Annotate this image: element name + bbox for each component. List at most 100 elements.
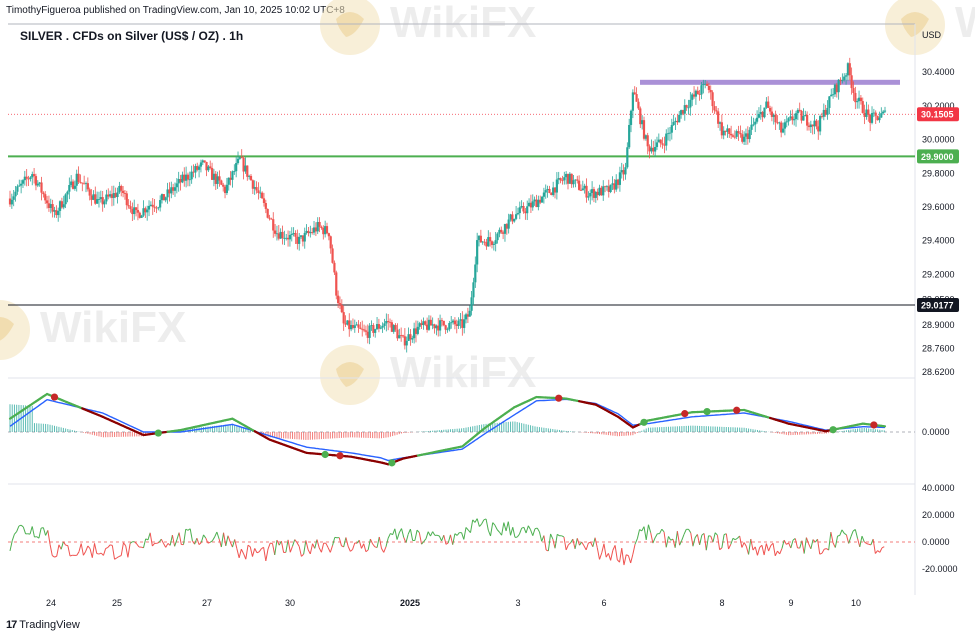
time-tick-label: 30 xyxy=(285,598,295,608)
candle-body xyxy=(361,328,364,330)
candle-body xyxy=(546,188,549,191)
oscillator-segment xyxy=(828,532,832,551)
oscillator-segment xyxy=(223,532,227,546)
candle-body xyxy=(654,146,657,152)
candle-body xyxy=(55,210,58,216)
candle-body xyxy=(791,116,794,121)
candle-body xyxy=(817,126,820,132)
oscillator-segment xyxy=(588,541,591,544)
candle-body xyxy=(765,101,768,108)
oscillator-segment xyxy=(363,543,367,552)
candle-body xyxy=(294,232,297,237)
macd-crossover-dot xyxy=(733,406,741,414)
oscillator-segment xyxy=(765,543,770,552)
candle-body xyxy=(681,110,685,114)
candle-body xyxy=(222,184,225,187)
oscillator-segment xyxy=(623,554,627,566)
candle-body xyxy=(188,179,191,181)
candle-body xyxy=(84,183,88,184)
horizontal-levels[interactable] xyxy=(8,79,915,306)
oscillator-segment xyxy=(610,550,614,561)
candle-body xyxy=(828,96,831,108)
oscillator-segment xyxy=(777,550,781,555)
macd-pane xyxy=(8,392,915,467)
symbol-title[interactable]: SILVER . CFDs on Silver (US$ / OZ) . 1h xyxy=(20,29,244,43)
candle-body xyxy=(446,329,449,331)
oscillator-segment xyxy=(227,535,231,543)
oscillator-segment xyxy=(854,529,859,539)
candle-body xyxy=(262,198,266,204)
oscillator-segment xyxy=(42,527,47,536)
candle-body xyxy=(819,116,822,132)
candle-body xyxy=(259,192,262,194)
candle-body xyxy=(646,135,649,147)
macd-crossover-dot xyxy=(50,393,59,401)
candle-body xyxy=(166,189,169,198)
candle-body xyxy=(60,201,64,208)
candle-body xyxy=(125,193,128,206)
candle-body xyxy=(661,143,664,145)
candle-body xyxy=(483,241,486,243)
oscillator-segment xyxy=(601,543,605,554)
oscillator-segment xyxy=(85,545,89,552)
candle-body xyxy=(296,236,299,244)
candle-body xyxy=(639,108,642,125)
oscillator-segment xyxy=(661,528,665,533)
oscillator-segment xyxy=(274,540,278,555)
candle-body xyxy=(407,334,410,341)
candle-body xyxy=(759,111,762,115)
candle-body xyxy=(848,63,851,76)
oscillator-segment xyxy=(679,539,683,546)
oscillator-segment xyxy=(654,533,658,538)
candle-body xyxy=(14,191,17,197)
footer-brand[interactable]: 17 TradingView xyxy=(6,619,80,631)
candle-body xyxy=(529,202,533,208)
oscillator-segment xyxy=(748,538,752,555)
candle-body xyxy=(464,314,468,320)
oscillator-segment xyxy=(801,540,805,554)
oscillator-segment xyxy=(863,541,867,544)
oscillator-segment xyxy=(810,539,814,549)
candle-body xyxy=(592,189,596,198)
oscillator-segment xyxy=(845,534,850,544)
oscillator-segment xyxy=(62,541,67,546)
candle-body xyxy=(185,174,188,181)
candle-body xyxy=(427,319,431,330)
candle-body xyxy=(351,325,355,328)
oscillator-segment xyxy=(607,553,612,561)
candle-body xyxy=(36,183,39,186)
candle-body xyxy=(329,236,332,249)
oscillator-segment xyxy=(365,549,369,553)
oscillator-segment xyxy=(49,544,53,556)
candle-body xyxy=(375,324,379,330)
price-tick-label: 29.2000 xyxy=(922,269,955,279)
candle-body xyxy=(47,203,51,208)
oscillator-segment xyxy=(183,529,187,545)
candle-body xyxy=(748,129,751,140)
price-tick-label: 28.6200 xyxy=(922,367,955,377)
candle-body xyxy=(140,215,143,218)
candle-body xyxy=(563,177,566,181)
oscillator-segment xyxy=(594,537,598,548)
candle-body xyxy=(325,226,329,234)
candle-body xyxy=(38,182,41,184)
oscillator-segment xyxy=(703,533,707,551)
macd-crossover-dot xyxy=(388,459,396,467)
candle-body xyxy=(264,203,267,209)
oscillator-segment xyxy=(663,531,667,548)
oscillator-segment xyxy=(129,541,133,544)
oscillator-segment xyxy=(367,538,371,550)
time-tick-label: 6 xyxy=(601,598,606,608)
oscillator-segment xyxy=(788,542,792,549)
candle-body xyxy=(644,135,647,139)
candle-body xyxy=(10,199,13,205)
oscillator-segment xyxy=(20,524,24,528)
candle-body xyxy=(843,76,846,81)
candle-body xyxy=(62,204,65,208)
candle-body xyxy=(487,237,490,247)
candle-body xyxy=(396,329,399,339)
candle-body xyxy=(110,194,114,198)
candle-body xyxy=(553,187,557,193)
